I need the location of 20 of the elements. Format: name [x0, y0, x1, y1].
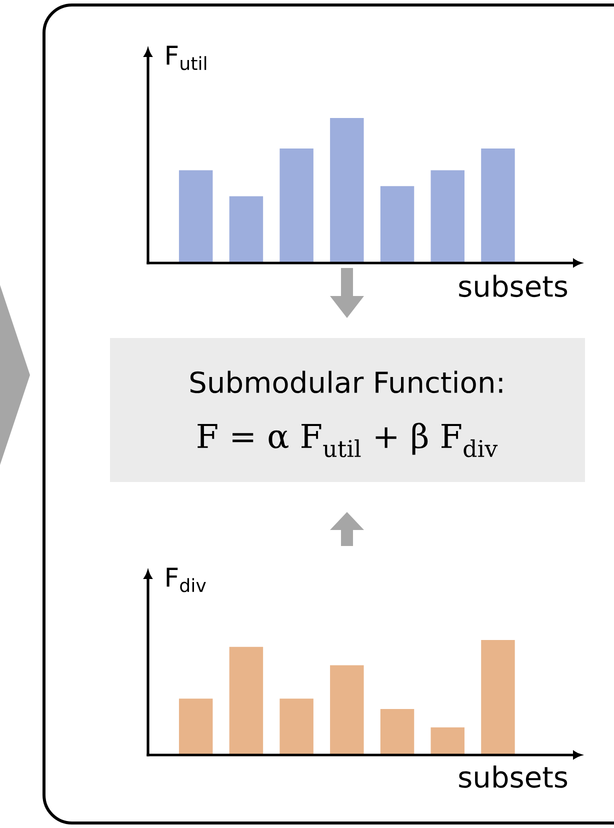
bar	[280, 698, 314, 755]
bar	[229, 196, 264, 263]
bar	[330, 665, 364, 755]
bar	[178, 698, 213, 755]
bar	[380, 708, 414, 755]
bar	[430, 170, 464, 263]
bar	[481, 640, 515, 755]
x-axis-title: subsets	[459, 274, 568, 298]
y-axis-title: F$_{div}$	[166, 568, 206, 592]
bar	[229, 646, 264, 755]
text: F = α F$_{util}$ + β F$_{div}$	[198, 422, 498, 458]
y-axis-title: F$_{util}$	[166, 46, 206, 70]
x-axis-title: subsets	[459, 766, 568, 788]
bar	[481, 148, 515, 263]
bar	[280, 148, 314, 263]
bar	[178, 170, 213, 263]
text: Submodular Function:	[190, 370, 502, 394]
bar	[380, 186, 414, 263]
bar	[330, 118, 364, 263]
bar	[430, 727, 464, 755]
